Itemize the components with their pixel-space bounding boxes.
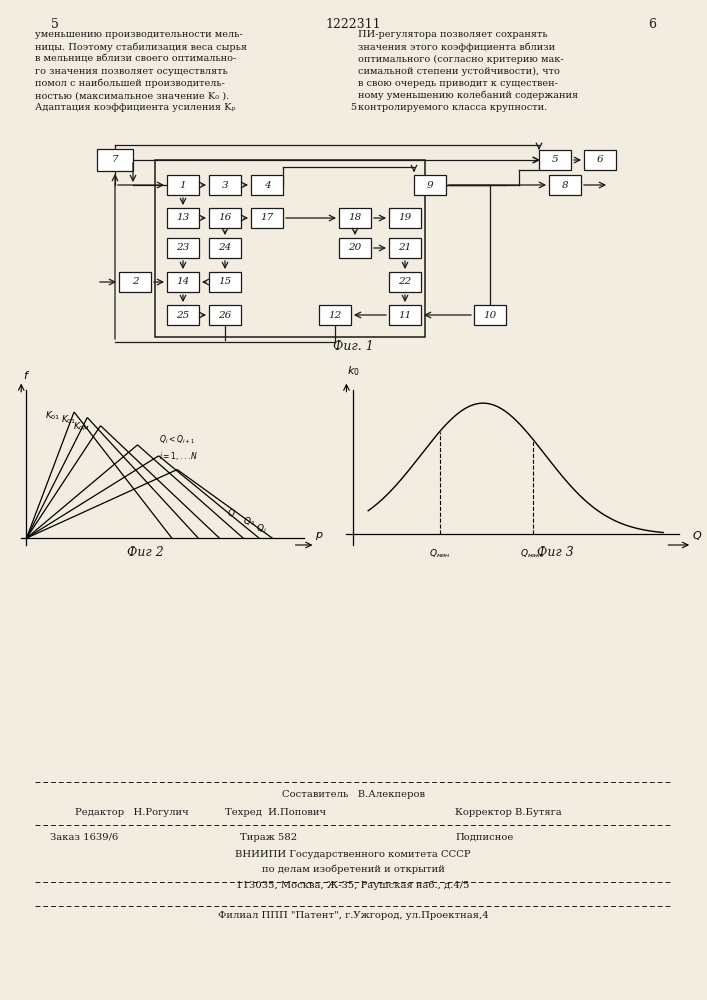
Text: 17: 17	[260, 214, 274, 223]
Text: Филиал ППП "Патент", г.Ужгород, ул.Проектная,4: Филиал ППП "Патент", г.Ужгород, ул.Проек…	[218, 911, 489, 920]
Bar	[389, 238, 421, 258]
Text: по делам изобретений и открытий: по делам изобретений и открытий	[262, 865, 445, 874]
Bar	[97, 149, 133, 171]
Text: 3: 3	[222, 180, 228, 190]
Text: 6: 6	[597, 155, 603, 164]
Bar	[339, 208, 371, 228]
Bar	[389, 305, 421, 325]
Text: $Q$: $Q$	[228, 507, 236, 519]
Text: 18: 18	[349, 214, 361, 223]
Text: 11: 11	[398, 310, 411, 320]
Bar	[167, 305, 199, 325]
Text: 6: 6	[648, 18, 656, 31]
Text: 5: 5	[350, 103, 356, 111]
Bar	[209, 272, 241, 292]
Text: ВНИИПИ Государственного комитета СССР: ВНИИПИ Государственного комитета СССР	[235, 850, 471, 859]
Text: 7: 7	[112, 155, 118, 164]
Text: 14: 14	[176, 277, 189, 286]
Text: $Q_{мин}$: $Q_{мин}$	[428, 548, 450, 560]
Text: 12: 12	[328, 310, 341, 320]
Text: $Q_1$: $Q_1$	[243, 515, 256, 528]
Text: Фиг 2: Фиг 2	[127, 546, 163, 560]
Bar	[209, 175, 241, 195]
Bar	[167, 175, 199, 195]
Text: 13: 13	[176, 214, 189, 223]
Text: $K_{0M}$: $K_{0M}$	[74, 420, 90, 433]
Bar	[155, 160, 425, 337]
Text: 15: 15	[218, 277, 232, 286]
Bar	[539, 150, 571, 170]
Text: 10: 10	[484, 310, 496, 320]
Text: 4: 4	[264, 180, 270, 190]
Bar	[549, 175, 581, 195]
Bar	[209, 238, 241, 258]
Text: Составитель   В.Алекперов: Составитель В.Алекперов	[281, 790, 424, 799]
Text: 20: 20	[349, 243, 361, 252]
Text: 22: 22	[398, 277, 411, 286]
Bar	[209, 208, 241, 228]
Text: $i = 1,...N$: $i = 1,...N$	[158, 450, 198, 462]
Bar	[209, 305, 241, 325]
Text: 23: 23	[176, 243, 189, 252]
Text: $K_{01}$: $K_{01}$	[45, 409, 61, 422]
Bar	[319, 305, 351, 325]
Text: 2: 2	[132, 277, 139, 286]
Bar	[389, 208, 421, 228]
Bar	[584, 150, 616, 170]
Text: 21: 21	[398, 243, 411, 252]
Text: Редактор   Н.Рогулич: Редактор Н.Рогулич	[75, 808, 189, 817]
Text: 9: 9	[427, 180, 433, 190]
Text: 16: 16	[218, 214, 232, 223]
Text: $K_{01}$: $K_{01}$	[61, 413, 76, 426]
Bar	[251, 208, 283, 228]
Text: 8: 8	[561, 180, 568, 190]
Text: 1: 1	[180, 180, 187, 190]
Text: $Q_{макс}$: $Q_{макс}$	[520, 548, 545, 560]
Bar	[339, 238, 371, 258]
Text: $f$: $f$	[23, 369, 30, 381]
Text: 5: 5	[51, 18, 59, 31]
Bar	[167, 272, 199, 292]
Text: $p$: $p$	[315, 530, 324, 542]
Text: Тираж 582: Тираж 582	[240, 833, 297, 842]
Text: Фиг 3: Фиг 3	[537, 546, 573, 560]
Text: ПИ-регулятора позволяет сохранять
значения этого коэффициента вблизи
оптимальног: ПИ-регулятора позволяет сохранять значен…	[358, 30, 578, 112]
Text: Подписное: Подписное	[455, 833, 513, 842]
Text: 113035, Москва, Ж-35, Раушская наб., д.4/5: 113035, Москва, Ж-35, Раушская наб., д.4…	[236, 880, 469, 890]
Text: $k_0$: $k_0$	[346, 364, 359, 378]
Bar	[389, 272, 421, 292]
Text: Корректор В.Бутяга: Корректор В.Бутяга	[455, 808, 562, 817]
Text: 1222311: 1222311	[325, 18, 381, 31]
Bar	[119, 272, 151, 292]
Text: $Q$: $Q$	[692, 529, 702, 542]
Text: Фиг. 1: Фиг. 1	[332, 340, 373, 354]
Bar	[167, 208, 199, 228]
Text: 5: 5	[551, 155, 559, 164]
Bar	[474, 305, 506, 325]
Text: Техред  И.Попович: Техред И.Попович	[225, 808, 326, 817]
Text: 24: 24	[218, 243, 232, 252]
Text: $Q_i$: $Q_i$	[257, 522, 267, 535]
Text: 19: 19	[398, 214, 411, 223]
Text: Заказ 1639/6: Заказ 1639/6	[50, 833, 118, 842]
Bar	[414, 175, 446, 195]
Text: $Q_i < Q_{i+1}$: $Q_i < Q_{i+1}$	[158, 433, 194, 446]
Text: 25: 25	[176, 310, 189, 320]
Bar	[167, 238, 199, 258]
Text: уменьшению производительности мель-
ницы. Поэтому стабилизация веса сырья
в мель: уменьшению производительности мель- ницы…	[35, 30, 247, 112]
Text: 26: 26	[218, 310, 232, 320]
Bar	[251, 175, 283, 195]
